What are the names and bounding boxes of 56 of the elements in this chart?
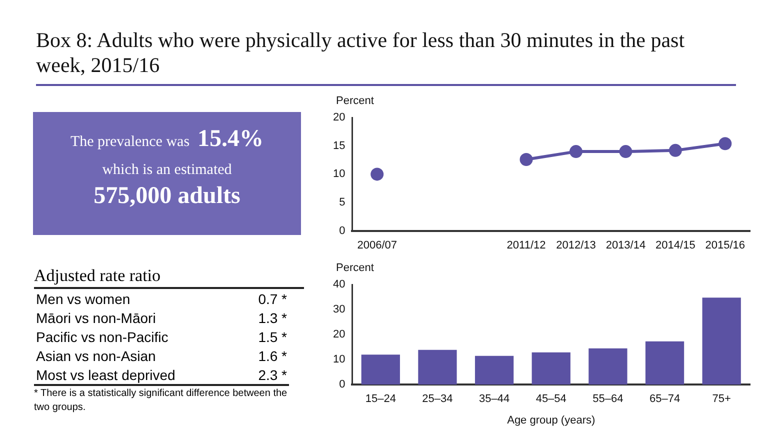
y-tick-label: 30 <box>332 304 346 316</box>
x-tick-label: 25–34 <box>422 393 453 406</box>
bar <box>361 354 400 385</box>
point <box>668 144 682 157</box>
y-tick-label: 5 <box>339 196 346 209</box>
point <box>718 137 732 150</box>
bar <box>474 356 514 385</box>
x-tick-label: 2012/13 <box>556 239 596 252</box>
text: Adjusted rate ratio <box>34 266 304 289</box>
point <box>520 152 533 166</box>
point <box>370 168 384 181</box>
text: Box 8: Adults who were physically active for less than 30 minutes in the past week, 2015/16 <box>36 28 736 86</box>
x-tick-label: 75+ <box>712 393 731 406</box>
text: 575,000 adults <box>94 183 240 209</box>
bar <box>532 352 570 385</box>
category-label: Most vs least deprived <box>35 366 176 384</box>
category-label: Pacific vs non-Pacific <box>35 328 170 346</box>
text: The prevalence was <box>70 134 190 150</box>
text: 15.4% <box>198 126 264 152</box>
category-label: Māori vs non-Māori <box>35 308 157 327</box>
text: 2.3 * <box>258 366 287 382</box>
text: 1.5 * <box>258 328 287 344</box>
text: 1.6 * <box>258 348 287 364</box>
bar <box>588 348 628 385</box>
x-tick-label: 2013/14 <box>606 239 646 252</box>
x-tick-label: 2014/15 <box>656 239 696 252</box>
text: which is an estimated <box>102 162 232 178</box>
y-axis-title: Percent <box>336 95 374 107</box>
x-axis-title: Age group (years) <box>507 414 596 426</box>
x-tick-label: 65–74 <box>649 393 680 406</box>
x-tick-label: 2011/12 <box>506 239 546 252</box>
y-tick-label: 15 <box>332 140 346 152</box>
y-tick-label: 10 <box>332 168 346 180</box>
x-tick-label: 2006/07 <box>357 239 397 252</box>
x-tick-label: 35–44 <box>478 393 510 406</box>
y-axis-title: Percent <box>336 262 374 274</box>
x-tick-label: 15–24 <box>365 393 396 406</box>
category-label: Men vs women <box>35 290 132 308</box>
point <box>619 145 632 158</box>
text: 1.3 * <box>258 310 287 326</box>
y-tick-label: 20 <box>332 112 346 124</box>
x-tick-label: 2015/16 <box>705 239 746 252</box>
bar <box>418 350 457 385</box>
category-label: Asian vs non-Asian <box>35 346 157 365</box>
y-tick-label: 10 <box>332 354 346 366</box>
y-tick-label: 40 <box>332 278 346 291</box>
point <box>569 145 582 158</box>
y-tick-label: 20 <box>332 328 346 341</box>
text: * There is a statistically significant difference between the two groups. <box>34 384 289 415</box>
x-tick-label: 45–54 <box>536 393 566 406</box>
bar <box>645 341 684 385</box>
y-tick-label: 0 <box>339 378 346 391</box>
y-tick-label: 0 <box>339 224 346 237</box>
bar <box>702 298 741 385</box>
x-tick-label: 55–64 <box>592 393 624 406</box>
text: 0.7 * <box>258 290 287 306</box>
